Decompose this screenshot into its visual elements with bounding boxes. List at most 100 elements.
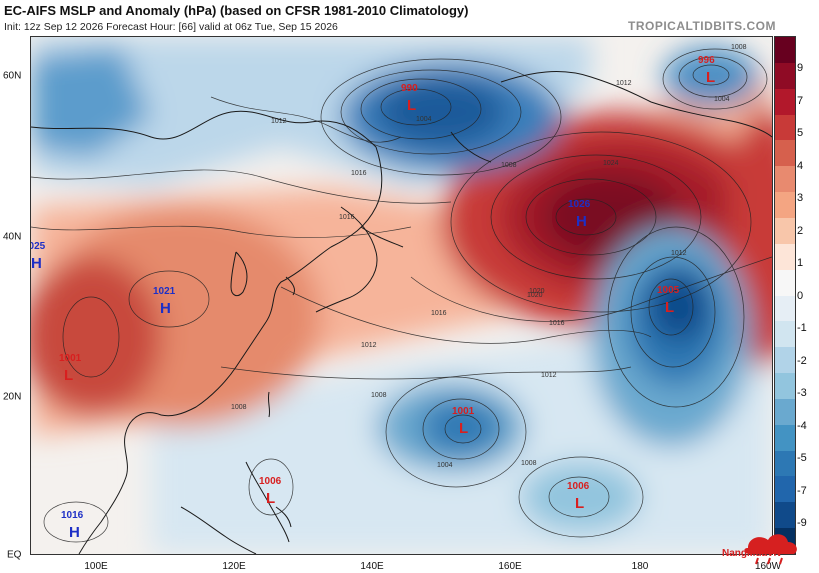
isobar-label: 1004 bbox=[714, 96, 730, 103]
svg-text:1016: 1016 bbox=[61, 510, 84, 521]
colorbar-label: 3 bbox=[797, 192, 804, 204]
svg-text:1001: 1001 bbox=[59, 353, 82, 364]
pressure-center: 1021 H bbox=[153, 286, 176, 317]
colorbar-cell bbox=[775, 217, 795, 245]
isobar-contours bbox=[31, 48, 772, 543]
svg-text:L: L bbox=[64, 367, 73, 384]
coastlines bbox=[31, 71, 772, 554]
isobar-label: 1012 bbox=[541, 372, 557, 379]
isobar-label: 1004 bbox=[437, 462, 453, 469]
brand-label: TROPICALTIDBITS.COM bbox=[628, 19, 776, 33]
isobar-label: 1004 bbox=[416, 116, 432, 123]
lon-label: 120E bbox=[222, 561, 246, 572]
colorbar-cell bbox=[775, 269, 795, 296]
colorbar-cell bbox=[775, 37, 795, 64]
colorbar-label: 0 bbox=[797, 290, 804, 302]
pressure-center: 1001 L bbox=[452, 406, 475, 437]
colorbar-label: 5 bbox=[797, 127, 804, 139]
colorbar-label: 7 bbox=[797, 95, 804, 107]
isobar-label: 1016 bbox=[351, 170, 367, 177]
isobar-label: 1012 bbox=[271, 118, 287, 125]
pressure-center: 1001 L bbox=[59, 353, 82, 384]
svg-text:L: L bbox=[459, 420, 468, 437]
chart-subtitle: Init: 12z Sep 12 2026 Forecast Hour: [66… bbox=[4, 21, 338, 33]
lat-label: 60N bbox=[3, 70, 22, 82]
colorbar-cell bbox=[775, 347, 795, 374]
isobar-label: 1012 bbox=[361, 342, 377, 349]
lon-label: 140E bbox=[360, 561, 384, 572]
isobar-label: 1020 bbox=[527, 292, 543, 299]
isobar-label: 1016 bbox=[549, 320, 565, 327]
isobar-label: 1008 bbox=[521, 460, 537, 467]
colorbar-cell bbox=[775, 88, 795, 116]
colorbar-cell bbox=[775, 62, 795, 90]
pressure-center: 1026 H bbox=[568, 199, 591, 230]
svg-text:L: L bbox=[665, 299, 674, 316]
isobar-label: 1008 bbox=[501, 162, 517, 169]
isobar-label: 1008 bbox=[371, 392, 387, 399]
colorbar-cell bbox=[775, 295, 795, 322]
svg-text:H: H bbox=[160, 300, 171, 317]
svg-text:1021: 1021 bbox=[153, 286, 176, 297]
svg-text:1001: 1001 bbox=[452, 406, 475, 417]
isobar-label: 1012 bbox=[616, 80, 632, 87]
svg-text:1025: 1025 bbox=[31, 241, 46, 252]
colorbar-cell bbox=[775, 166, 795, 193]
isobar-label: 1020 bbox=[529, 288, 545, 295]
colorbar-label: 4 bbox=[797, 160, 804, 172]
isobar-labels: 1004 1008 1012 1016 1020 1024 1012 1016 … bbox=[231, 44, 747, 469]
svg-text:1026: 1026 bbox=[568, 199, 591, 210]
svg-text:1005: 1005 bbox=[657, 285, 680, 296]
svg-text:L: L bbox=[407, 97, 416, 114]
colorbar-label: -2 bbox=[797, 355, 807, 367]
svg-text:L: L bbox=[266, 490, 275, 507]
colorbar-label: -5 bbox=[797, 452, 807, 464]
colorbar-cell bbox=[775, 502, 795, 529]
colorbar-label: -7 bbox=[797, 485, 807, 497]
pressure-center: 996 L bbox=[698, 55, 715, 86]
svg-text:1006: 1006 bbox=[567, 481, 590, 492]
colorbar-cell bbox=[775, 476, 795, 503]
weather-cloud-icon bbox=[744, 534, 797, 565]
svg-text:996: 996 bbox=[698, 55, 715, 66]
colorbar-cell bbox=[775, 398, 795, 426]
lat-label: 40N bbox=[3, 231, 22, 243]
colorbar-cell bbox=[775, 192, 795, 219]
pressure-center: 1016 H bbox=[61, 510, 84, 541]
svg-text:L: L bbox=[575, 495, 584, 512]
isobar-label: 1008 bbox=[231, 404, 247, 411]
pressure-center: 990 L bbox=[401, 83, 418, 114]
anomaly-shading bbox=[31, 37, 772, 554]
colorbar-label: -3 bbox=[797, 387, 807, 399]
colorbar-cell bbox=[775, 373, 795, 400]
svg-text:H: H bbox=[31, 255, 42, 272]
lon-label: 180 bbox=[631, 561, 649, 572]
pressure-center: 1005 L bbox=[657, 285, 680, 316]
lon-label: 160E bbox=[498, 561, 522, 572]
lat-label: 20N bbox=[3, 391, 22, 403]
lat-label: EQ bbox=[7, 549, 22, 561]
svg-text:L: L bbox=[706, 69, 715, 86]
lon-label: 100E bbox=[84, 561, 108, 572]
colorbar-cell bbox=[775, 243, 795, 271]
colorbar-label: -4 bbox=[797, 420, 807, 432]
pressure-center: 1025 H bbox=[31, 241, 46, 272]
colorbar-label: 9 bbox=[797, 62, 804, 74]
svg-text:990: 990 bbox=[401, 83, 418, 94]
colorbar-cell bbox=[775, 140, 795, 167]
colorbar-label: -1 bbox=[797, 322, 807, 334]
anomaly-map: 1004 1008 1012 1016 1020 1024 1012 1016 … bbox=[31, 37, 772, 554]
isobar-label: 1008 bbox=[731, 44, 747, 51]
isobar-label: 1016 bbox=[339, 214, 355, 221]
colorbar-cell bbox=[775, 450, 795, 477]
watermark-text: NangMuaVN bbox=[722, 548, 781, 559]
svg-text:H: H bbox=[576, 213, 587, 230]
isobar-label: 1024 bbox=[603, 160, 619, 167]
colorbar-label: -9 bbox=[797, 517, 807, 529]
isobar-label: 1016 bbox=[431, 310, 447, 317]
svg-text:1006: 1006 bbox=[259, 476, 282, 487]
anomaly-colorbar bbox=[774, 36, 796, 555]
colorbar-label: 1 bbox=[797, 257, 804, 269]
chart-title: EC-AIFS MSLP and Anomaly (hPa) (based on… bbox=[4, 3, 469, 18]
pressure-center: 1006 L bbox=[567, 481, 590, 512]
